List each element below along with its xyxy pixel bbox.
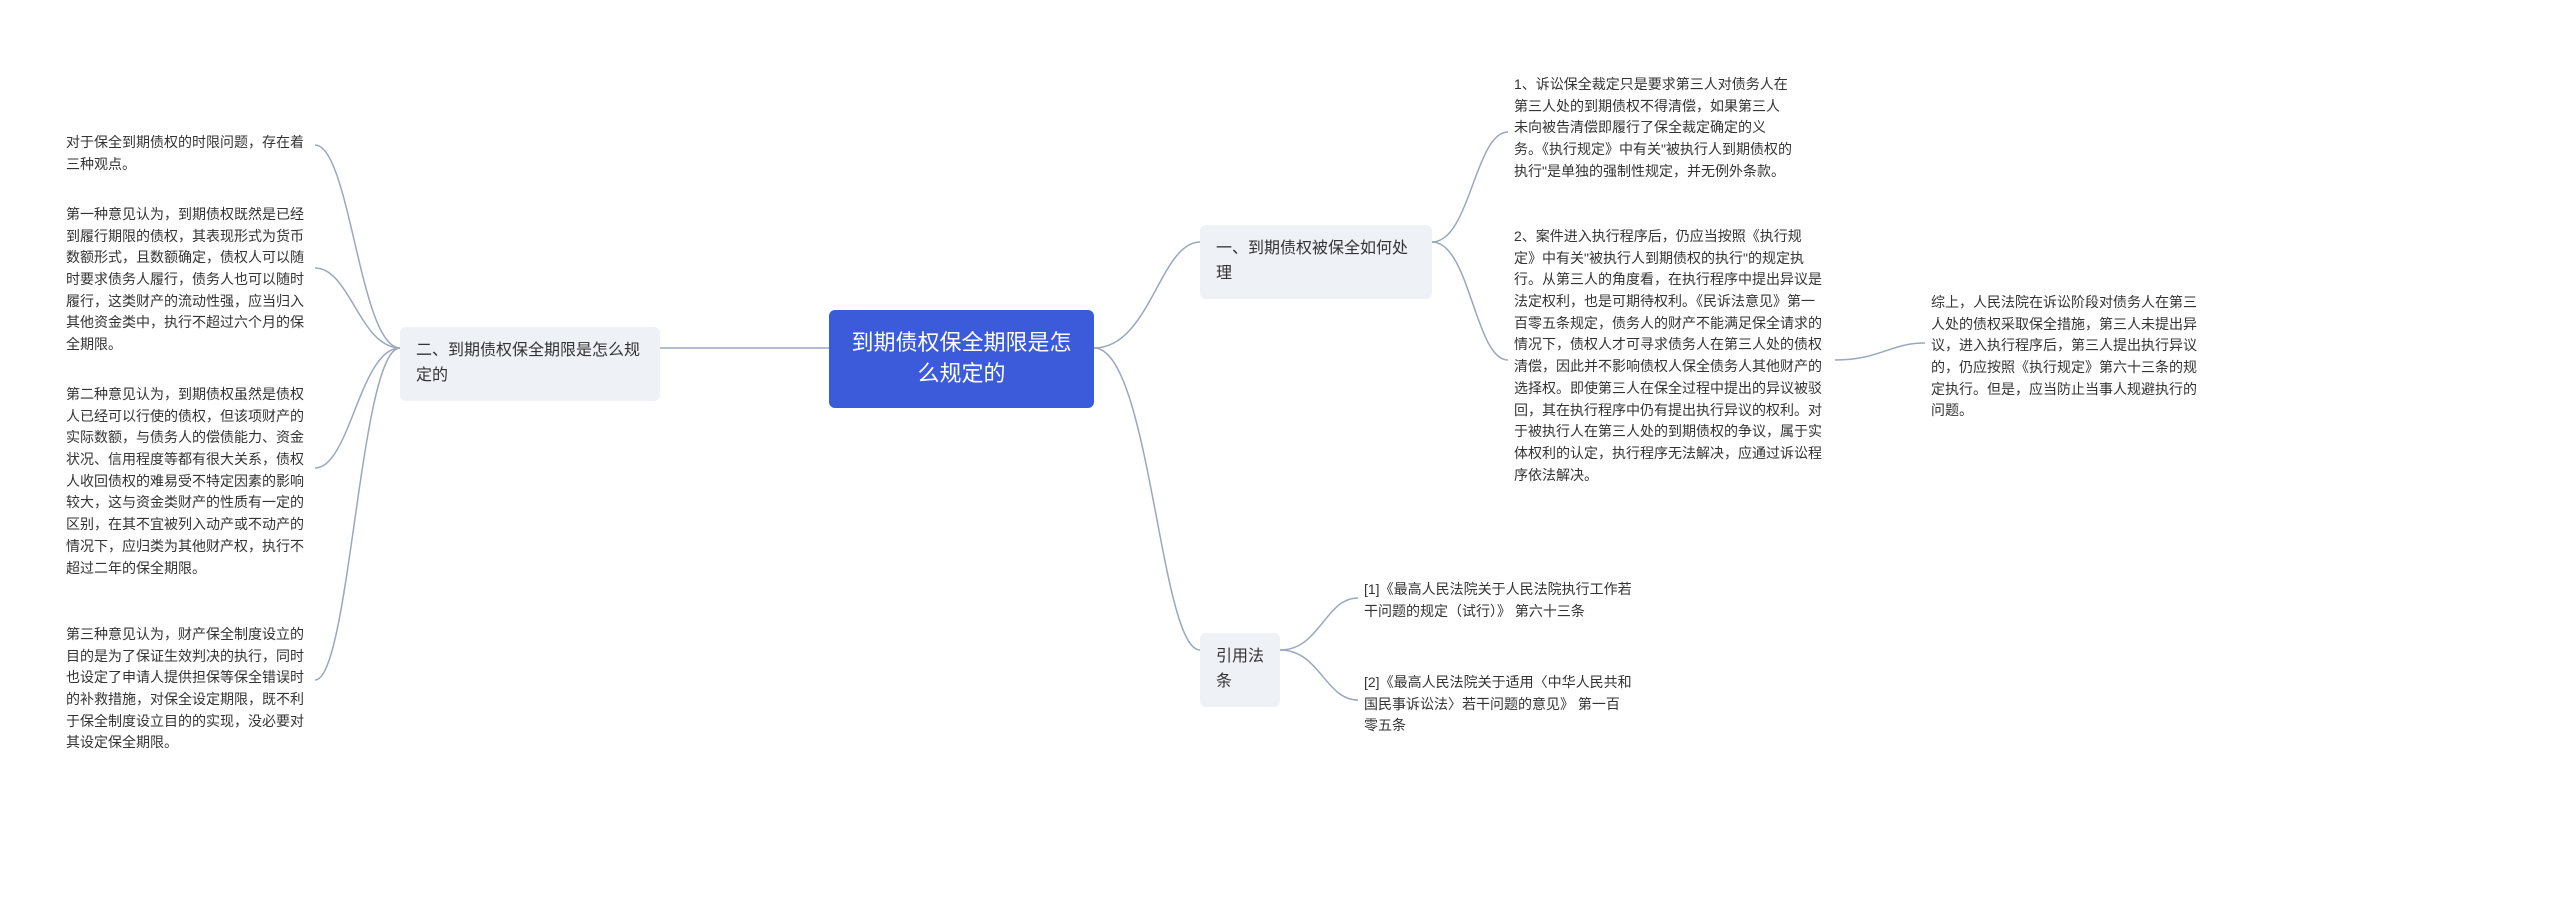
branch-section-1[interactable]: 一、到期债权被保全如何处理 — [1200, 225, 1432, 299]
branch-citations[interactable]: 引用法条 — [1200, 633, 1280, 707]
citation-2: [2]《最高人民法院关于适用〈中华人民共和国民事诉讼法〉若干问题的意见》 第一百… — [1358, 668, 1638, 741]
root-node[interactable]: 到期债权保全期限是怎么规定的 — [829, 310, 1094, 408]
section1-item-1: 1、诉讼保全裁定只是要求第三人对债务人在第三人处的到期债权不得清偿，如果第三人未… — [1508, 70, 1798, 186]
citation-1: [1]《最高人民法院关于人民法院执行工作若干问题的规定（试行）》 第六十三条 — [1358, 575, 1638, 626]
connector-layer — [0, 0, 2560, 920]
section2-item-2: 第一种意见认为，到期债权既然是已经到履行期限的债权，其表现形式为货币数额形式，且… — [60, 200, 315, 360]
section1-summary: 综上，人民法院在诉讼阶段对债务人在第三人处的债权采取保全措施，第三人未提出异议，… — [1925, 288, 2215, 426]
section2-item-1: 对于保全到期债权的时限问题，存在着三种观点。 — [60, 128, 315, 179]
branch-section-2[interactable]: 二、到期债权保全期限是怎么规定的 — [400, 327, 660, 401]
section2-item-4: 第三种意见认为，财产保全制度设立的目的是为了保证生效判决的执行，同时也设定了申请… — [60, 620, 315, 758]
section2-item-3: 第二种意见认为，到期债权虽然是债权人已经可以行使的债权，但该项财产的实际数额，与… — [60, 380, 315, 583]
section1-item-2: 2、案件进入执行程序后，仍应当按照《执行规定》中有关"被执行人到期债权的执行"的… — [1508, 222, 1828, 490]
mindmap-canvas: 到期债权保全期限是怎么规定的 二、到期债权保全期限是怎么规定的 对于保全到期债权… — [0, 0, 2560, 920]
